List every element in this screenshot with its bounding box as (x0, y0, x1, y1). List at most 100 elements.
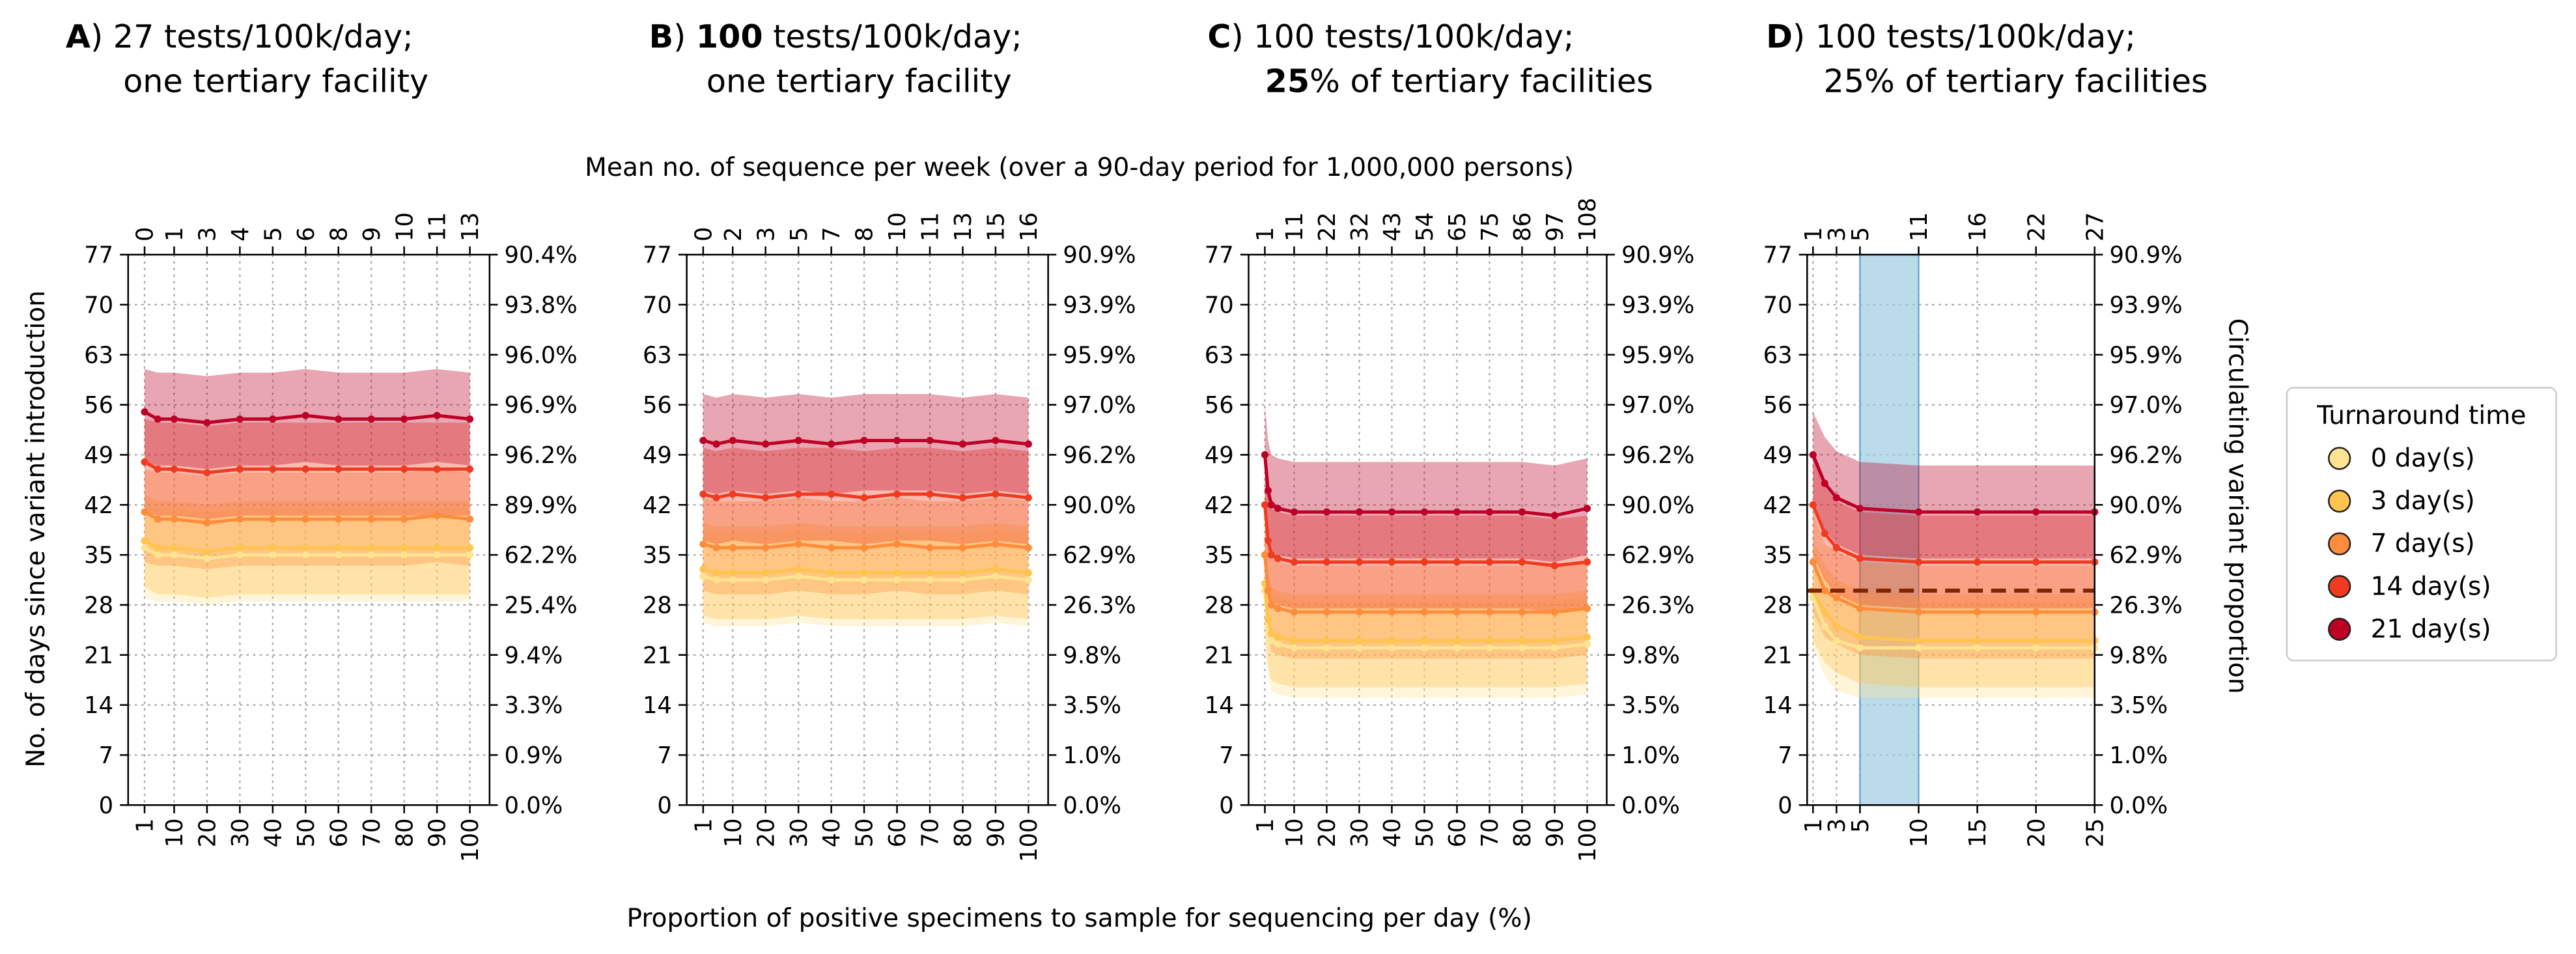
panel-title: C) 100 tests/100k/day; (1207, 18, 1574, 55)
point (400, 551, 408, 559)
x2-tick-label: 5 (1847, 227, 1874, 241)
x-tick-label: 40 (260, 818, 287, 847)
point (794, 490, 802, 498)
point (893, 568, 901, 577)
point (170, 465, 178, 473)
y2-tick-label: 97.0% (2109, 392, 2182, 419)
point (1583, 558, 1591, 566)
point (1856, 555, 1864, 563)
point (1856, 505, 1864, 512)
point (1809, 558, 1817, 566)
point (712, 576, 720, 584)
panel-title-part: tests/100k/day; (763, 18, 1022, 55)
point (1914, 508, 1923, 516)
x2-tick-label: 15 (983, 212, 1010, 242)
point (1832, 623, 1840, 630)
point (367, 465, 375, 473)
x-tick-label: 1 (690, 818, 717, 832)
panel-title-part: ) 100 tests/100k/day; (1231, 18, 1574, 55)
point (433, 512, 441, 520)
panel-title: B) 100 tests/100k/day; (649, 18, 1022, 55)
point (1290, 637, 1298, 645)
x2-tick-label: 1 (161, 227, 188, 241)
y-tick-label: 77 (1205, 242, 1234, 269)
band (1813, 455, 2095, 609)
legend-label: 3 day(s) (2371, 486, 2475, 516)
y2-tick-label: 96.2% (505, 442, 578, 469)
x-tick-label: 25 (2082, 818, 2108, 847)
point (1485, 508, 1494, 516)
point (992, 565, 1000, 573)
y2-tick-label: 25.4% (505, 593, 578, 619)
band (1813, 548, 2095, 698)
point (1550, 644, 1559, 652)
point (1809, 501, 1817, 509)
point (699, 436, 707, 445)
band (1813, 512, 2095, 659)
x-tick-label: 70 (1477, 818, 1504, 847)
point (860, 576, 868, 584)
point (335, 465, 343, 473)
point (1550, 608, 1559, 616)
legend-label: 14 day(s) (2371, 572, 2491, 601)
point (959, 568, 967, 577)
x2-tick-label: 6 (293, 227, 320, 241)
x-tick-label: 20 (195, 818, 221, 847)
point (828, 568, 835, 577)
point (1550, 562, 1559, 570)
point (236, 515, 244, 523)
point (269, 551, 277, 559)
x2-tick-label: 0 (132, 227, 159, 241)
band (1265, 455, 1588, 612)
point (828, 576, 835, 584)
panel-title: A) 27 tests/100k/day; (66, 18, 413, 55)
x2-tick-label: 8 (852, 227, 878, 241)
axes-frame (127, 253, 491, 806)
y2-tick-label: 3.3% (505, 692, 563, 719)
point (1485, 608, 1494, 616)
panel-title-part: ) (673, 18, 696, 55)
point (301, 465, 309, 473)
point (1832, 494, 1840, 501)
y-tick-label: 14 (1205, 692, 1234, 719)
panel-title-part: A (66, 18, 91, 55)
point (1583, 640, 1591, 648)
point (433, 465, 441, 473)
point (959, 576, 967, 584)
y-tick-label: 77 (643, 242, 672, 269)
point (1420, 558, 1429, 566)
point (699, 565, 707, 573)
point (1832, 544, 1840, 552)
y-tick-label: 0 (657, 793, 671, 819)
panel-title-part: one tertiary facility (707, 62, 1012, 100)
point (959, 440, 967, 448)
point (335, 515, 343, 523)
panel-title-part: 100 (696, 18, 763, 55)
point (2032, 508, 2040, 516)
axes-frame (1806, 253, 2096, 806)
x-tick-label: 70 (359, 818, 385, 847)
panel-title-part: 25% of tertiary facilities (1823, 62, 2207, 100)
x2-tick-label: 86 (1509, 212, 1536, 242)
point (1274, 555, 1281, 563)
point (1355, 608, 1364, 616)
y-tick-label: 21 (1205, 642, 1234, 669)
x-tick-label: 100 (1575, 818, 1601, 862)
y-tick-label: 56 (1763, 392, 1793, 419)
legend-label: 7 day(s) (2371, 529, 2475, 559)
point (1274, 633, 1281, 641)
point (794, 572, 802, 580)
point (203, 469, 211, 477)
y-tick-label: 28 (1205, 593, 1234, 619)
point (1261, 551, 1268, 559)
point (1832, 637, 1840, 645)
point (2032, 558, 2040, 566)
point (170, 551, 178, 559)
x-tick-label: 90 (425, 818, 451, 847)
point (1355, 558, 1364, 566)
y2-tick-label: 3.5% (2109, 692, 2168, 719)
band (1265, 540, 1588, 698)
legend-marker (2328, 575, 2351, 598)
point (170, 515, 178, 523)
point (1856, 633, 1864, 641)
